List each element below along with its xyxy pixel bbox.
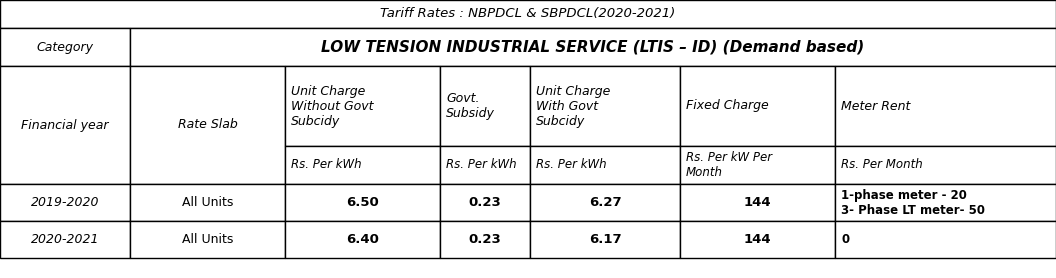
Text: 6.40: 6.40 [346,233,379,246]
Text: 0: 0 [841,233,849,246]
Text: 2019-2020: 2019-2020 [31,196,99,209]
Text: Unit Charge
Without Govt
Subcidy: Unit Charge Without Govt Subcidy [291,85,374,128]
Text: 144: 144 [743,233,771,246]
Bar [835,146,1056,184]
Text: All Units: All Units [182,233,233,246]
Bar [835,184,1056,221]
Bar [530,66,680,146]
Bar [0,221,130,258]
Bar [130,66,285,184]
Bar [835,221,1056,258]
Bar [285,221,440,258]
Bar [285,146,440,184]
Text: Tariff Rates : NBPDCL & SBPDCL(2020-2021): Tariff Rates : NBPDCL & SBPDCL(2020-2021… [380,8,676,21]
Text: 144: 144 [743,196,771,209]
Bar [680,146,835,184]
Text: Rs. Per kWh: Rs. Per kWh [446,158,516,172]
Text: Rs. Per Month: Rs. Per Month [841,158,923,172]
Text: Unit Charge
With Govt
Subcidy: Unit Charge With Govt Subcidy [536,85,610,128]
Bar [530,221,680,258]
Text: Rate Slab: Rate Slab [177,118,238,131]
Bar [440,66,530,146]
Text: LOW TENSION INDUSTRIAL SERVICE (LTIS – ID) (Demand based): LOW TENSION INDUSTRIAL SERVICE (LTIS – I… [321,39,865,54]
Bar [130,184,285,221]
Bar [835,66,1056,146]
Bar [440,146,530,184]
Text: Category: Category [37,41,94,53]
Bar [530,184,680,221]
Text: 1-phase meter - 20
3- Phase LT meter- 50: 1-phase meter - 20 3- Phase LT meter- 50 [841,188,985,217]
Text: Financial year: Financial year [21,118,109,131]
Bar [0,0,1056,28]
Text: Meter Rent: Meter Rent [841,100,910,113]
Text: Rs. Per kWh: Rs. Per kWh [291,158,361,172]
Bar [130,28,1056,66]
Text: 2020-2021: 2020-2021 [31,233,99,246]
Text: Fixed Charge: Fixed Charge [686,100,769,113]
Bar [680,66,835,146]
Text: 0.23: 0.23 [469,233,502,246]
Bar [0,28,130,66]
Bar [680,221,835,258]
Bar [440,221,530,258]
Text: All Units: All Units [182,196,233,209]
Text: 6.17: 6.17 [588,233,621,246]
Text: Rs. Per kW Per
Month: Rs. Per kW Per Month [686,151,772,179]
Bar [530,146,680,184]
Text: Govt.
Subsidy: Govt. Subsidy [446,92,495,120]
Bar [130,221,285,258]
Bar [0,184,130,221]
Bar [440,184,530,221]
Text: 0.23: 0.23 [469,196,502,209]
Text: 6.27: 6.27 [588,196,621,209]
Bar [680,184,835,221]
Text: Rs. Per kWh: Rs. Per kWh [536,158,606,172]
Bar [285,184,440,221]
Bar [0,66,130,184]
Bar [285,66,440,146]
Text: 6.50: 6.50 [346,196,379,209]
